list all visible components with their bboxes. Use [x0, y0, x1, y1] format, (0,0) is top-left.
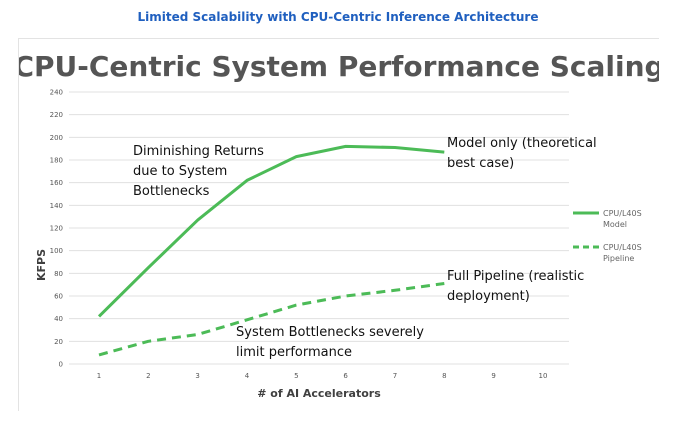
- annotation-system-bottlenecks-line: limit performance: [236, 345, 352, 360]
- y-tick-label: 40: [54, 315, 63, 323]
- x-tick-label: 5: [294, 372, 298, 380]
- annotation-full-pipeline-line: Full Pipeline (realistic: [447, 269, 584, 284]
- annotation-system-bottlenecks-line: System Bottlenecks severely: [236, 325, 424, 340]
- annotation-full-pipeline-line: deployment): [447, 289, 530, 304]
- chart-panel: CPU-Centric System Performance Scaling 0…: [18, 38, 659, 411]
- annotation-diminishing-returns-line: due to System: [133, 164, 227, 179]
- x-tick-label: 2: [146, 372, 150, 380]
- legend-label-line: Pipeline: [603, 254, 634, 263]
- annotation-system-bottlenecks: System Bottlenecks severely limit perform…: [236, 325, 424, 360]
- y-axis-title: KFPS: [35, 249, 48, 281]
- annotation-layer: Diminishing Returns due to System Bottlene…: [133, 136, 597, 360]
- y-tick-label: 240: [50, 89, 63, 97]
- x-tick-label: 7: [393, 372, 397, 380]
- series-line-model: [97, 144, 445, 318]
- x-tick-label: 9: [491, 372, 495, 380]
- y-tick-label: 20: [54, 338, 63, 346]
- annotation-model-only-line: best case): [447, 156, 514, 171]
- y-tick-label: 140: [50, 202, 63, 210]
- x-tick-label: 4: [245, 372, 250, 380]
- legend-label-line: CPU/L40S: [603, 209, 642, 218]
- header-title: Limited Scalability with CPU-Centric Inf…: [137, 10, 539, 24]
- x-axis-title: # of AI Accelerators: [257, 387, 381, 400]
- y-tick-label: 200: [50, 134, 63, 142]
- annotation-full-pipeline: Full Pipeline (realistic deployment): [447, 269, 584, 304]
- x-tick-label: 8: [442, 372, 446, 380]
- legend-label: CPU/L40S Pipeline: [603, 243, 642, 263]
- y-tick-label: 60: [54, 293, 63, 301]
- y-tick-label: 100: [50, 247, 63, 255]
- chart-title: CPU-Centric System Performance Scaling: [19, 50, 659, 83]
- legend-label: CPU/L40S Model: [603, 209, 642, 229]
- legend-label-line: CPU/L40S: [603, 243, 642, 252]
- y-tick-label: 180: [50, 157, 63, 165]
- legend-layer: CPU/L40S Model CPU/L40S Pipeline: [573, 209, 642, 263]
- grid-layer: 0 20 40 60 80 100 120 140 160 180 200 220 240 1 2 3 4 5 6 7…: [50, 89, 569, 380]
- annotation-diminishing-returns-line: Diminishing Returns: [133, 144, 264, 159]
- legend-label-line: Model: [603, 220, 627, 229]
- y-tick-label: 120: [50, 225, 63, 233]
- x-tick-label: 10: [539, 372, 548, 380]
- y-tick-label: 0: [59, 361, 63, 369]
- x-tick-label: 1: [97, 372, 101, 380]
- chart-svg: CPU-Centric System Performance Scaling 0…: [19, 50, 659, 400]
- series-layer: [97, 144, 445, 357]
- y-tick-label: 80: [54, 270, 63, 278]
- annotation-diminishing-returns-line: Bottlenecks: [133, 184, 210, 199]
- annotation-model-only-line: Model only (theoretical: [447, 136, 597, 151]
- y-tick-label: 160: [50, 179, 63, 187]
- annotation-model-only: Model only (theoretical best case): [447, 136, 597, 171]
- x-tick-label: 3: [195, 372, 199, 380]
- y-tick-label: 220: [50, 111, 63, 119]
- x-tick-label: 6: [343, 372, 348, 380]
- annotation-diminishing-returns: Diminishing Returns due to System Bottlene…: [133, 144, 264, 199]
